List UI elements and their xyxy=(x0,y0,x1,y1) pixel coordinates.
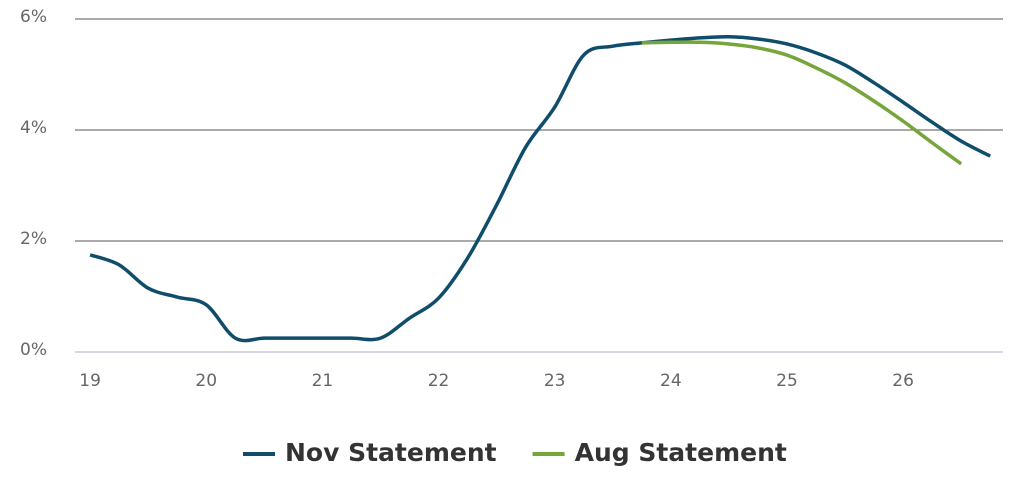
x-tick-label: 23 xyxy=(544,371,566,391)
y-tick-label: 4% xyxy=(20,118,47,138)
x-tick-label: 25 xyxy=(776,371,798,391)
x-tick-label: 24 xyxy=(660,371,682,391)
y-tick-label: 0% xyxy=(20,340,47,360)
x-tick-label: 19 xyxy=(79,371,101,391)
legend-label: Aug Statement xyxy=(575,438,787,467)
x-tick-label: 21 xyxy=(312,371,334,391)
y-tick-label: 6% xyxy=(20,7,47,27)
x-tick-label: 26 xyxy=(892,371,914,391)
x-tick-label: 20 xyxy=(195,371,217,391)
legend-label: Nov Statement xyxy=(285,438,497,467)
y-tick-label: 2% xyxy=(20,229,47,249)
line-series xyxy=(89,34,992,343)
line-series xyxy=(641,40,963,166)
x-tick-label: 22 xyxy=(428,371,450,391)
